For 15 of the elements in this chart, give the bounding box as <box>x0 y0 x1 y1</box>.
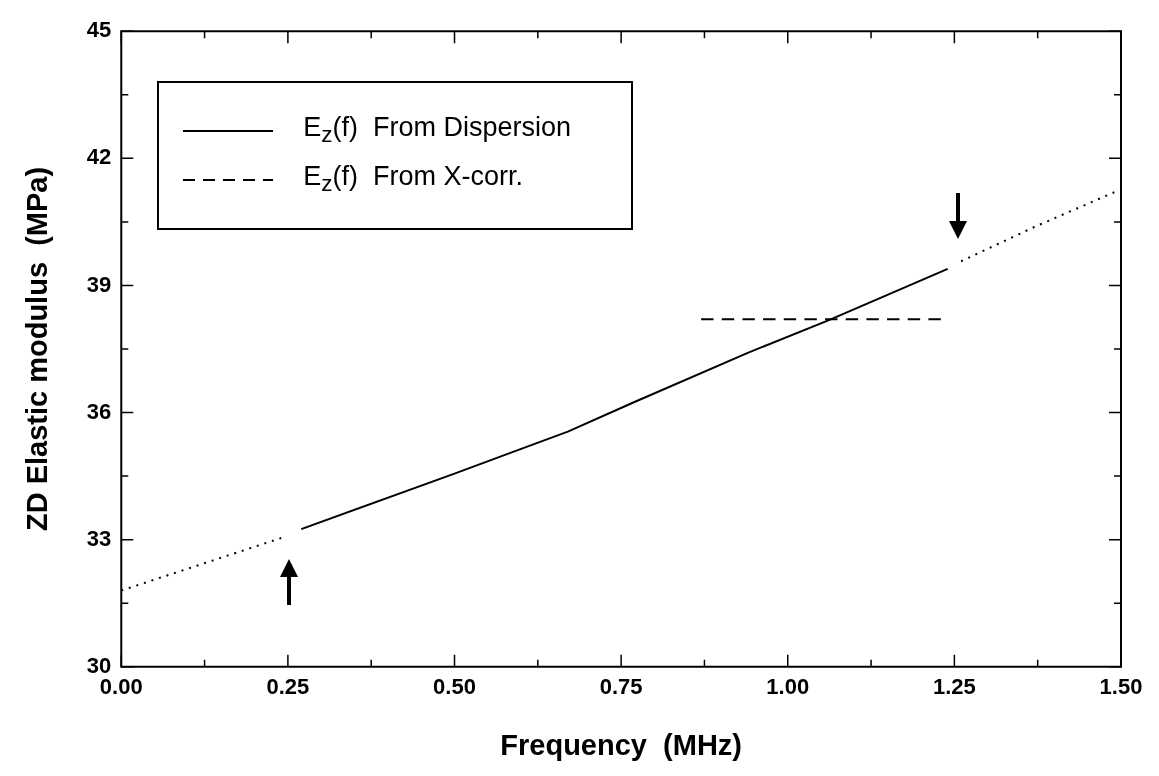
legend-label: E$_{z}$(f) From Dispersion <box>303 111 572 150</box>
x-tick-label: 1.50 <box>1099 674 1143 700</box>
y-axis-title: ZD Elastic modulus (MPa) <box>21 166 54 532</box>
x-tick-label: 1.00 <box>766 674 810 700</box>
y-tick-label: 39 <box>86 271 112 297</box>
x-tick-label: 0.75 <box>599 674 643 700</box>
y-tick-label: 33 <box>86 525 112 551</box>
y-tick-label: 36 <box>86 398 112 424</box>
x-tick-label: 0.50 <box>433 674 476 700</box>
y-tick-label: 45 <box>86 17 112 43</box>
y-tick-label: 42 <box>86 144 112 170</box>
x-tick-label: 0.25 <box>266 674 310 700</box>
legend-label: E$_{z}$(f) From X-corr. <box>303 159 524 198</box>
x-axis-title: Frequency (MHz) <box>500 728 742 761</box>
x-tick-label: 1.25 <box>932 674 976 700</box>
